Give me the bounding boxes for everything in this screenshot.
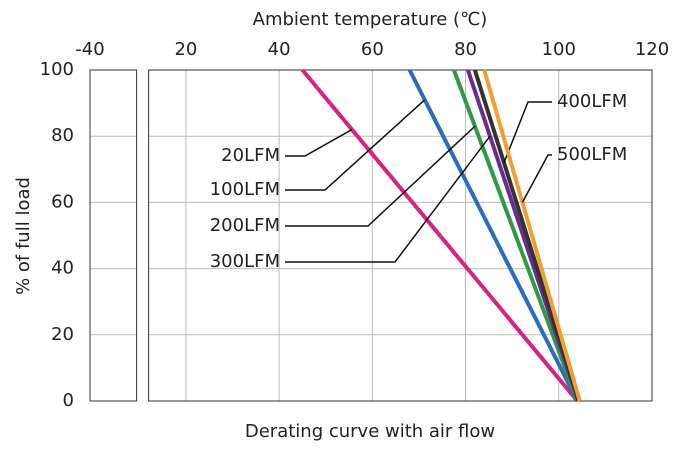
series-label: 20LFM [221, 145, 280, 166]
y-tick-label: 20 [51, 324, 74, 345]
plot-frame [148, 69, 653, 402]
plot-frame [89, 69, 138, 402]
leader-line [285, 135, 491, 263]
leader-line [285, 99, 426, 191]
data-line [407, 69, 580, 402]
y-tick-label: 0 [63, 390, 74, 411]
y-tick-label: 40 [51, 258, 74, 279]
leader-line [285, 128, 353, 157]
x-tick-label: 60 [361, 39, 384, 60]
series-label: 200LFM [210, 215, 280, 236]
data-line [482, 69, 582, 402]
series-label: 400LFM [557, 91, 627, 112]
x-tick-label: 80 [454, 39, 477, 60]
leader-line [503, 101, 552, 163]
x-tick-label: 40 [268, 39, 291, 60]
x-axis-title: Ambient temperature (℃) [253, 9, 488, 30]
series-label: 300LFM [210, 251, 280, 272]
x-tick-label: -40 [75, 39, 104, 60]
data-line [452, 69, 580, 402]
series-label: 100LFM [210, 179, 280, 200]
leader-line [521, 154, 552, 203]
leader-line [285, 125, 476, 227]
x-tick-label: 120 [635, 39, 669, 60]
x-tick-label: 20 [174, 39, 197, 60]
y-tick-label: 60 [51, 191, 74, 212]
y-axis-title: % of full load [13, 177, 34, 295]
y-tick-label: 80 [51, 125, 74, 146]
y-tick-label: 100 [40, 59, 74, 80]
data-line [300, 68, 579, 403]
data-line [472, 69, 581, 402]
series-label: 500LFM [557, 144, 627, 165]
x-tick-label: 100 [542, 39, 576, 60]
caption: Derating curve with air flow [245, 421, 495, 442]
